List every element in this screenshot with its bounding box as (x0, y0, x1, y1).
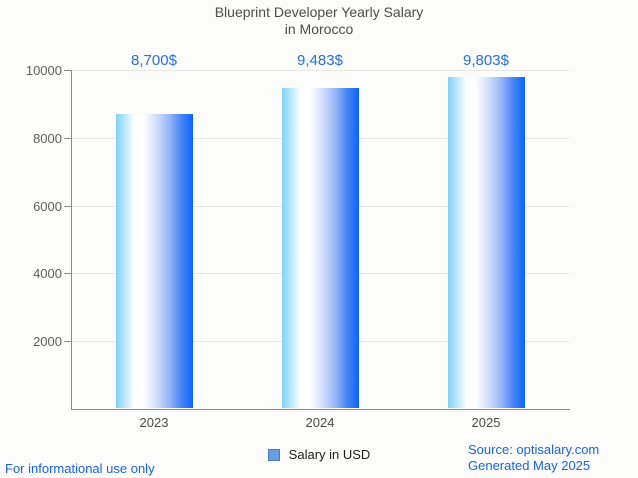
y-axis-label: 10000 (25, 63, 62, 78)
y-tick-10000 (64, 70, 71, 71)
y-axis-label: 2000 (33, 334, 62, 349)
source-block: Source: optisalary.com Generated May 202… (468, 442, 599, 474)
generated-date: Generated May 2025 (468, 458, 591, 473)
y-tick-2000 (64, 341, 71, 342)
x-axis-label: 2024 (305, 415, 335, 430)
y-tick-4000 (64, 273, 71, 274)
legend-label: Salary in USD (288, 447, 371, 462)
y-axis-line (71, 70, 72, 410)
source-link[interactable]: Source: optisalary.com (468, 442, 600, 457)
bar-2024[interactable] (282, 88, 359, 408)
bar-value-label: 9,483$ (297, 52, 343, 69)
chart-title: Blueprint Developer Yearly Salary in Mor… (0, 4, 638, 38)
gridline-10000 (71, 70, 569, 71)
bar-2025[interactable] (448, 77, 525, 408)
y-tick-6000 (64, 206, 71, 207)
y-axis-label: 4000 (33, 266, 62, 281)
x-axis-line (71, 409, 570, 410)
x-axis-label: 2025 (471, 415, 501, 430)
y-tick-8000 (64, 138, 71, 139)
bar-value-label: 9,803$ (463, 52, 509, 69)
x-axis-label: 2023 (139, 415, 169, 430)
chart-title-line1: Blueprint Developer Yearly Salary (214, 4, 424, 20)
chart-title-line2: in Morocco (284, 21, 354, 37)
disclaimer-text: For informational use only (5, 461, 155, 476)
bar-2023[interactable] (116, 114, 193, 408)
legend[interactable]: Salary in USD (0, 447, 638, 462)
legend-marker-icon (267, 448, 280, 461)
y-axis-label: 6000 (33, 199, 62, 214)
y-axis-label: 8000 (33, 131, 62, 146)
bar-value-label: 8,700$ (131, 52, 177, 69)
